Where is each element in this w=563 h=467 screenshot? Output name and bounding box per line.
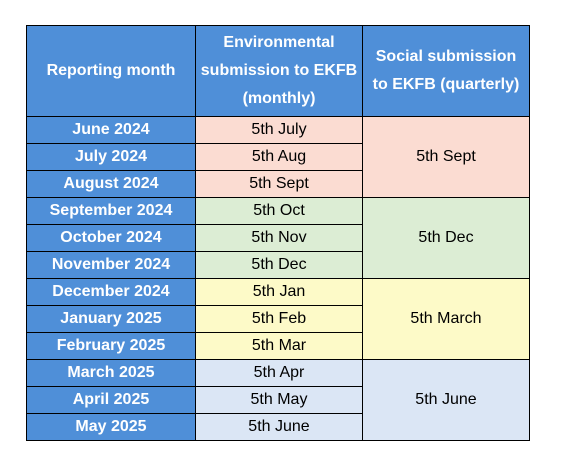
environmental-date-cell: 5th May — [196, 387, 363, 414]
environmental-date-cell: 5th Dec — [196, 252, 363, 279]
reporting-month-cell: May 2025 — [27, 414, 196, 441]
social-date-cell: 5th Dec — [363, 198, 530, 279]
environmental-date-cell: 5th Feb — [196, 306, 363, 333]
reporting-month-cell: November 2024 — [27, 252, 196, 279]
reporting-month-cell: August 2024 — [27, 171, 196, 198]
reporting-month-cell: December 2024 — [27, 279, 196, 306]
header-environmental: Environmental submission to EKFB (monthl… — [196, 26, 363, 117]
submission-schedule-table: Reporting month Environmental submission… — [26, 25, 530, 441]
environmental-date-cell: 5th Nov — [196, 225, 363, 252]
social-date-cell: 5th Sept — [363, 117, 530, 198]
environmental-date-cell: 5th July — [196, 117, 363, 144]
reporting-month-cell: September 2024 — [27, 198, 196, 225]
reporting-month-cell: January 2025 — [27, 306, 196, 333]
table-row: March 2025 5th Apr 5th June — [27, 360, 530, 387]
social-date-cell: 5th March — [363, 279, 530, 360]
reporting-month-cell: October 2024 — [27, 225, 196, 252]
environmental-date-cell: 5th Apr — [196, 360, 363, 387]
table-row: December 2024 5th Jan 5th March — [27, 279, 530, 306]
environmental-date-cell: 5th Jan — [196, 279, 363, 306]
environmental-date-cell: 5th Aug — [196, 144, 363, 171]
table-row: June 2024 5th July 5th Sept — [27, 117, 530, 144]
environmental-date-cell: 5th Oct — [196, 198, 363, 225]
reporting-month-cell: April 2025 — [27, 387, 196, 414]
environmental-date-cell: 5th Mar — [196, 333, 363, 360]
header-social: Social submission to EKFB (quarterly) — [363, 26, 530, 117]
header-reporting-month: Reporting month — [27, 26, 196, 117]
header-row: Reporting month Environmental submission… — [27, 26, 530, 117]
environmental-date-cell: 5th Sept — [196, 171, 363, 198]
reporting-month-cell: February 2025 — [27, 333, 196, 360]
reporting-month-cell: June 2024 — [27, 117, 196, 144]
reporting-month-cell: March 2025 — [27, 360, 196, 387]
social-date-cell: 5th June — [363, 360, 530, 441]
table-row: September 2024 5th Oct 5th Dec — [27, 198, 530, 225]
environmental-date-cell: 5th June — [196, 414, 363, 441]
reporting-month-cell: July 2024 — [27, 144, 196, 171]
